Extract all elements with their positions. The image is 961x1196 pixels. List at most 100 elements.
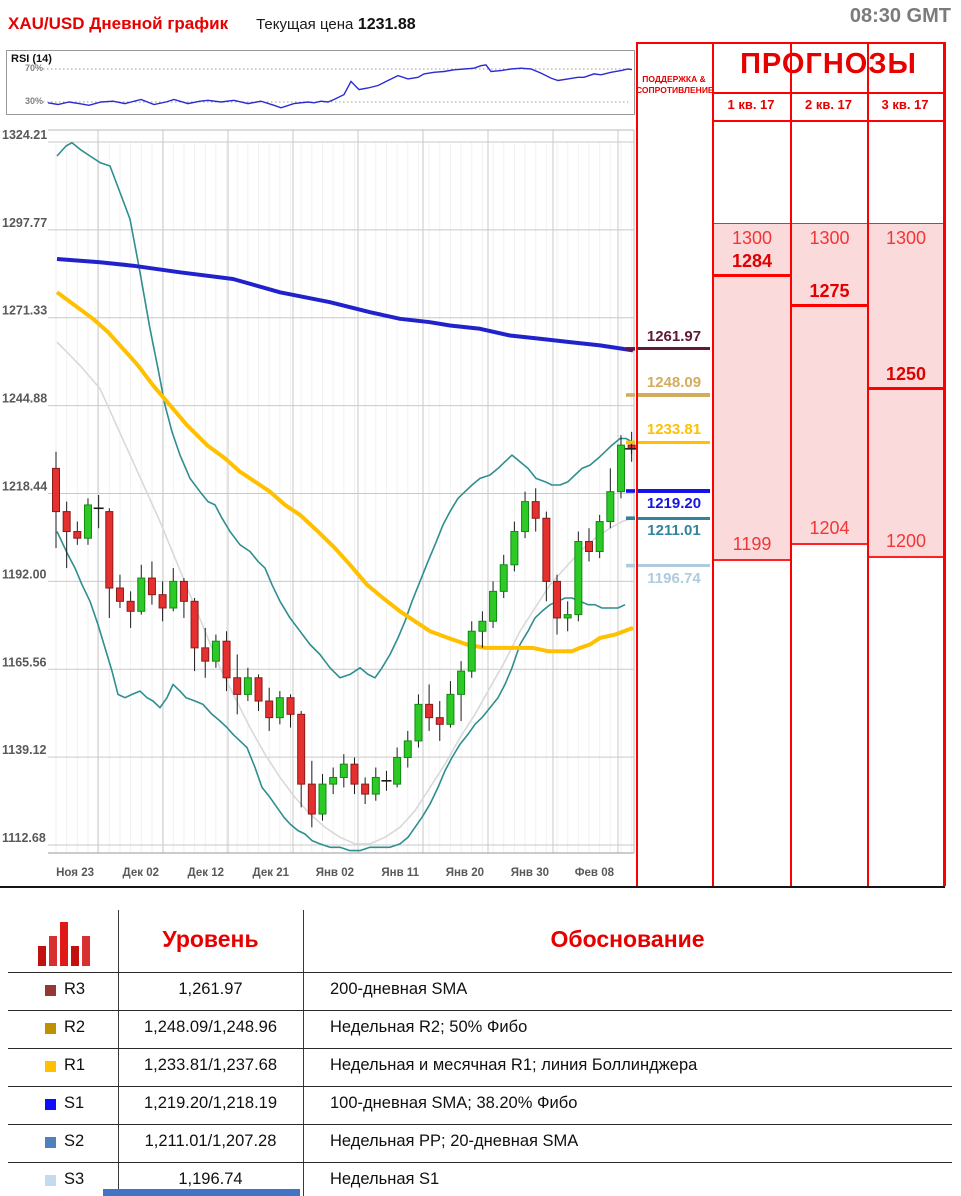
level-swatch-R3 bbox=[45, 985, 56, 996]
candle-down bbox=[425, 703, 434, 719]
clock-time: 08:30 GMT bbox=[849, 5, 951, 27]
forecast-low-q2: 1204 bbox=[809, 517, 850, 538]
bar-chart-icon-bar bbox=[82, 936, 90, 966]
level-rationale-R3: 200-дневная SMA bbox=[330, 980, 468, 998]
candle-down bbox=[201, 647, 210, 662]
level-value-S3: 1,196.74 bbox=[178, 1170, 243, 1188]
levels-table: Уровень Обоснование R3 1,261.97 200-дневна… bbox=[8, 910, 952, 1196]
level-value-R3: 1,261.97 bbox=[178, 980, 243, 998]
x-tick-label: Дек 12 bbox=[188, 867, 224, 879]
overlay-sma-100 bbox=[55, 290, 634, 654]
table-row-separator bbox=[8, 972, 952, 973]
candle-up bbox=[83, 504, 92, 539]
panel-border bbox=[712, 42, 714, 886]
panel-border bbox=[712, 120, 945, 122]
candle-up bbox=[371, 776, 380, 795]
forecast-target-line-q3 bbox=[869, 386, 943, 391]
overlay-bollinger-upper bbox=[56, 141, 633, 679]
level-id-S2: S2 bbox=[64, 1132, 85, 1150]
sr-level-label-S2: 1211.01 bbox=[647, 522, 701, 540]
level-edge-mark-R2 bbox=[626, 393, 635, 397]
level-rationale-R1: Недельная и месячная R1; линия Боллиндже… bbox=[330, 1056, 698, 1074]
level-id-S1: S1 bbox=[64, 1094, 85, 1112]
forecast-target-line-q1 bbox=[714, 273, 790, 278]
candle-up bbox=[169, 580, 178, 609]
candle-down bbox=[350, 763, 359, 785]
support-resistance-header: ПОДДЕРЖКА & СОПРОТИВЛЕНИЕ bbox=[636, 74, 714, 95]
level-id-S3: S3 bbox=[64, 1170, 85, 1188]
bar-chart-icon bbox=[38, 918, 98, 966]
y-tick-label: 1139.12 bbox=[2, 743, 47, 757]
candle-up bbox=[467, 630, 476, 672]
sr-level-line-R1 bbox=[638, 440, 710, 444]
forecast-target-q3: 1250 bbox=[885, 363, 927, 384]
sr-level-line-R3 bbox=[638, 347, 710, 351]
forecast-target-q2: 1275 bbox=[809, 280, 850, 301]
y-tick-label: 1165.56 bbox=[2, 655, 47, 669]
sr-level-line-R2 bbox=[638, 393, 710, 397]
y-tick-label: 1192.00 bbox=[2, 567, 47, 581]
forecast-range-q2 bbox=[792, 222, 867, 545]
cropped-next-row-strip bbox=[103, 1189, 300, 1196]
table-row-separator bbox=[8, 1124, 952, 1125]
y-tick-label: 1218.44 bbox=[2, 480, 47, 494]
candle-up bbox=[414, 703, 423, 742]
panel-border bbox=[636, 42, 945, 44]
chart-bottom-border bbox=[0, 886, 945, 888]
candle-down bbox=[126, 600, 135, 612]
overlay-sma-20 bbox=[56, 341, 634, 845]
sr-level-line-S1 bbox=[638, 489, 710, 493]
rsi-chart bbox=[43, 64, 632, 109]
forecast-quarter-label: 1 кв. 17 bbox=[727, 97, 775, 112]
candle-up bbox=[275, 697, 284, 719]
level-value-S2: 1,211.01/1,207.28 bbox=[144, 1132, 277, 1150]
x-tick-label: Дек 02 bbox=[123, 867, 159, 879]
candle-down bbox=[73, 531, 82, 539]
candle-up bbox=[318, 783, 327, 815]
candle-down bbox=[179, 580, 188, 602]
overlay-bollinger-lower bbox=[56, 531, 626, 852]
forecast-quarter-label: 2 кв. 17 bbox=[804, 97, 853, 112]
candle-down bbox=[233, 677, 242, 695]
candle-up bbox=[339, 763, 348, 778]
forecast-low-q1: 1199 bbox=[732, 534, 772, 555]
x-tick-label: Ноя 23 bbox=[56, 867, 94, 879]
level-edge-mark-R1 bbox=[626, 440, 635, 445]
current-price-label: Текущая цена bbox=[256, 16, 354, 33]
candle-up bbox=[211, 640, 220, 662]
candle-down bbox=[62, 511, 71, 533]
forecast-panel: ПРОГНОЗЫ ПОДДЕРЖКА & СОПРОТИВЛЕНИЕ 1 кв.… bbox=[636, 42, 946, 886]
candle-up bbox=[563, 614, 572, 619]
level-rationale-R2: Недельная R2; 50% Фибо bbox=[330, 1018, 528, 1036]
table-header-level: Уровень bbox=[162, 926, 259, 952]
table-separator bbox=[303, 910, 304, 1196]
level-id-R3: R3 bbox=[64, 980, 86, 998]
x-tick-label: Янв 30 bbox=[511, 867, 549, 879]
x-tick-label: Дек 21 bbox=[253, 867, 290, 879]
candle-up bbox=[137, 577, 146, 612]
candle-down bbox=[222, 640, 231, 679]
rsi-panel: RSI (14) 70% 30% bbox=[6, 50, 635, 115]
level-swatch-S1 bbox=[45, 1099, 56, 1110]
candle-up bbox=[446, 693, 455, 725]
rsi-upper-level-label: 70% bbox=[25, 63, 44, 73]
x-tick-label: Янв 02 bbox=[316, 867, 354, 879]
level-edge-mark-S3 bbox=[626, 563, 635, 568]
level-rationale-S2: Недельная PP; 20-дневная SMA bbox=[330, 1132, 579, 1150]
candle-down bbox=[105, 511, 114, 589]
candle-down bbox=[585, 541, 593, 552]
candle-up bbox=[403, 740, 412, 759]
sr-level-line-S2 bbox=[638, 516, 710, 520]
panel-border bbox=[636, 42, 638, 886]
level-value-R2: 1,248.09/1,248.96 bbox=[143, 1018, 278, 1036]
price-chart: 1324.21 1297.77 1271.33 1244.88 1218.44 1192.… bbox=[2, 128, 638, 879]
y-tick-label: 1271.33 bbox=[2, 304, 47, 318]
candle-up bbox=[616, 444, 625, 493]
forecast-range-q1 bbox=[714, 222, 790, 562]
candle-down bbox=[147, 577, 156, 596]
forecasts-title: ПРОГНОЗЫ bbox=[740, 48, 917, 80]
candle-down bbox=[286, 697, 295, 715]
table-row-separator bbox=[8, 1048, 952, 1049]
sr-level-label-S3: 1196.74 bbox=[647, 569, 701, 587]
